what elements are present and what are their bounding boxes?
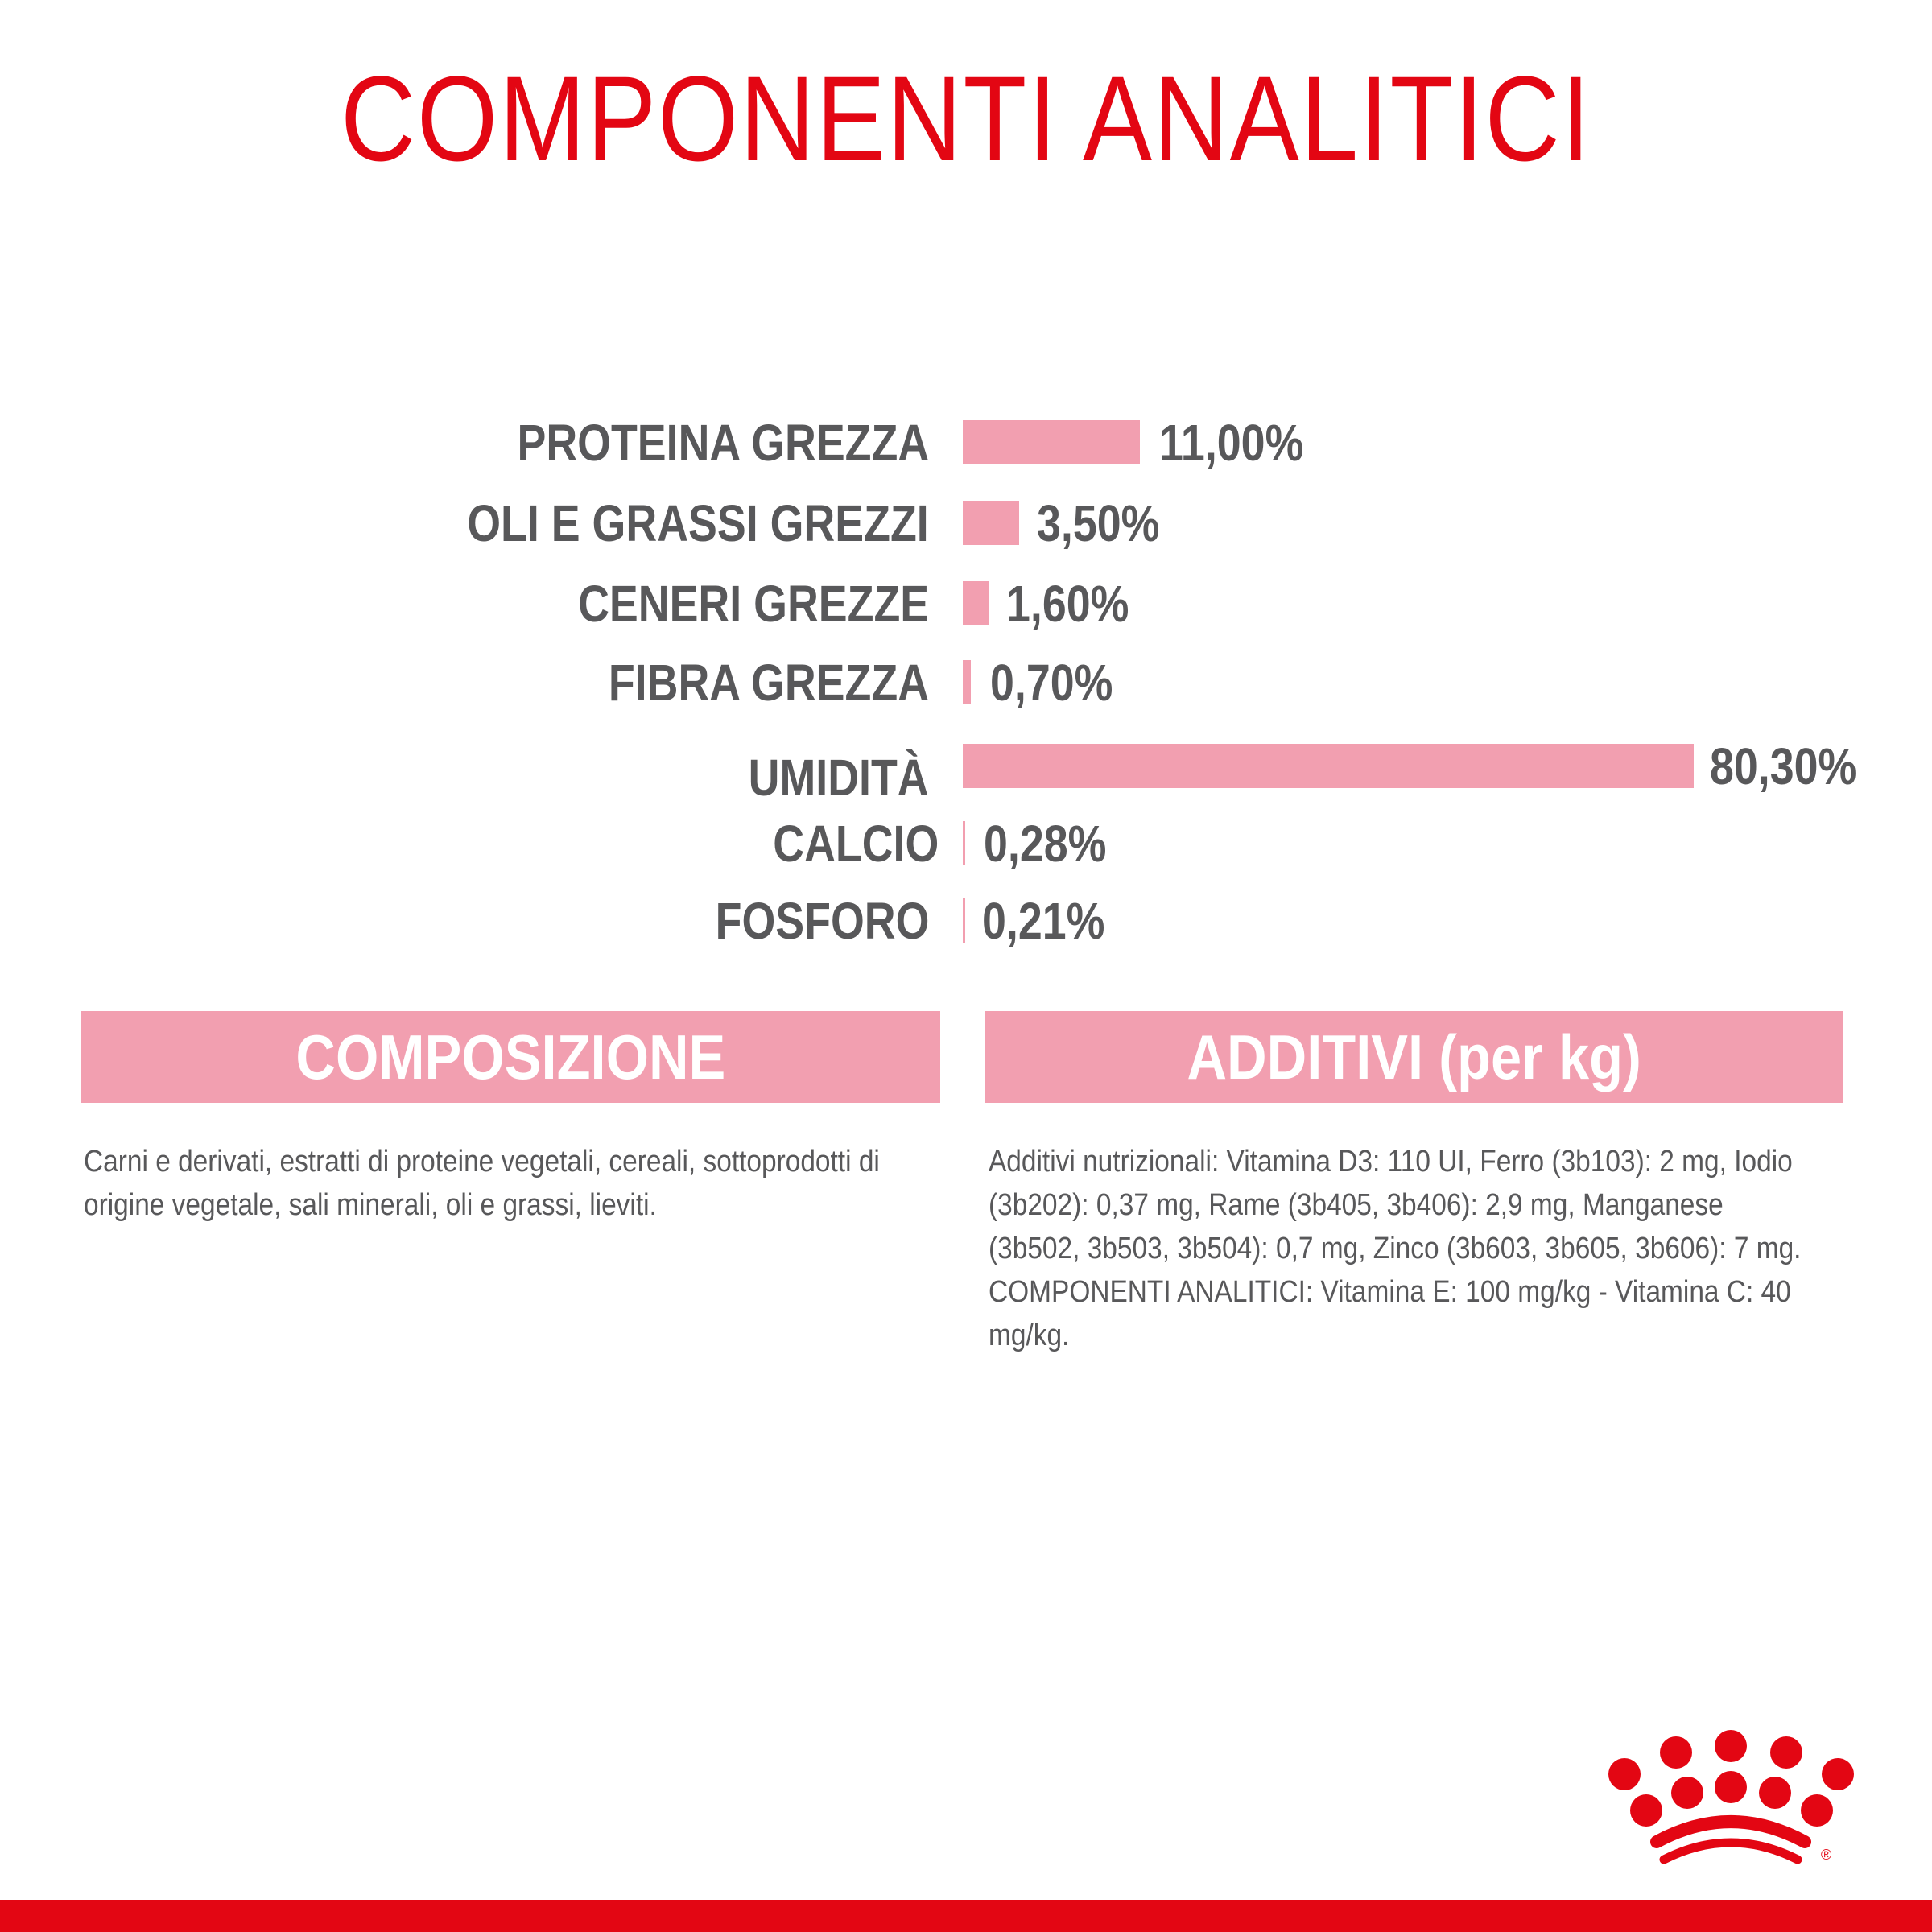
composizione-text: Carni e derivati, estratti di proteine v… [84,1145,880,1222]
chart-row-umidita: UMIDITÀ 80,30% [0,734,1932,807]
chart-row-value: 1,60% [1006,575,1129,633]
royal-canin-crown-icon: ® [1586,1707,1860,1868]
chart-row-label: FIBRA GREZZA [608,654,929,712]
bottom-brand-band [0,1900,1932,1932]
chart-row-value: 11,00% [1159,414,1304,472]
additivi-text-analytical: COMPONENTI ANALITICI: Vitamina E: 100 mg… [989,1275,1791,1352]
chart-row-fosforo: FOSFORO 0,21% [0,889,1932,953]
chart-bar [963,581,989,625]
chart-row-oli-grassi: OLI E GRASSI GREZZI 3,50% [0,491,1932,555]
chart-row-calcio: CALCIO 0,28% [0,811,1932,876]
chart-row-value: 0,70% [990,654,1113,712]
chart-row-fibra: FIBRA GREZZA 0,70% [0,650,1932,715]
additivi-text-nutritional: Additivi nutrizionali: Vitamina D3: 110 … [989,1145,1802,1265]
chart-row-label: PROTEINA GREZZA [517,414,929,472]
chart-row-value: 0,21% [982,892,1105,950]
chart-bar [963,744,1694,788]
chart-row-value: 80,30% [1710,737,1857,795]
chart-row-label: UMIDITÀ [749,749,929,807]
chart-row-proteina: PROTEINA GREZZA 11,00% [0,411,1932,475]
additivi-body: Additivi nutrizionali: Vitamina D3: 110 … [989,1140,1922,1357]
composizione-header: COMPOSIZIONE [80,1011,940,1103]
chart-row-label: CALCIO [772,815,939,873]
additivi-header: ADDITIVI (per kg) [985,1011,1843,1103]
page-title: COMPONENTI ANALITICI [341,51,1591,186]
chart-row-value: 0,28% [984,815,1107,873]
chart-bar [963,898,965,943]
composizione-body: Carni e derivati, estratti di proteine v… [84,1140,1018,1227]
additivi-header-label: ADDITIVI (per kg) [1187,1022,1642,1092]
chart-row-label: CENERI GREZZE [577,575,929,633]
chart-row-label: FOSFORO [715,892,929,950]
chart-bar [963,660,971,704]
svg-text:®: ® [1821,1847,1831,1863]
chart-row-label: OLI E GRASSI GREZZI [467,494,929,552]
composizione-header-label: COMPOSIZIONE [295,1022,725,1092]
chart-row-value: 3,50% [1037,494,1160,552]
chart-bar [963,420,1140,464]
chart-row-ceneri: CENERI GREZZE 1,60% [0,572,1932,636]
chart-bar [963,821,965,865]
chart-bar [963,501,1019,545]
